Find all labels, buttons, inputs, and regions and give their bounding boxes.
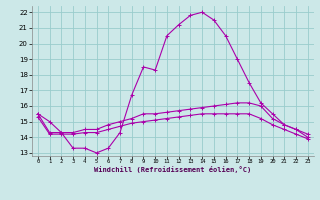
X-axis label: Windchill (Refroidissement éolien,°C): Windchill (Refroidissement éolien,°C) xyxy=(94,166,252,173)
